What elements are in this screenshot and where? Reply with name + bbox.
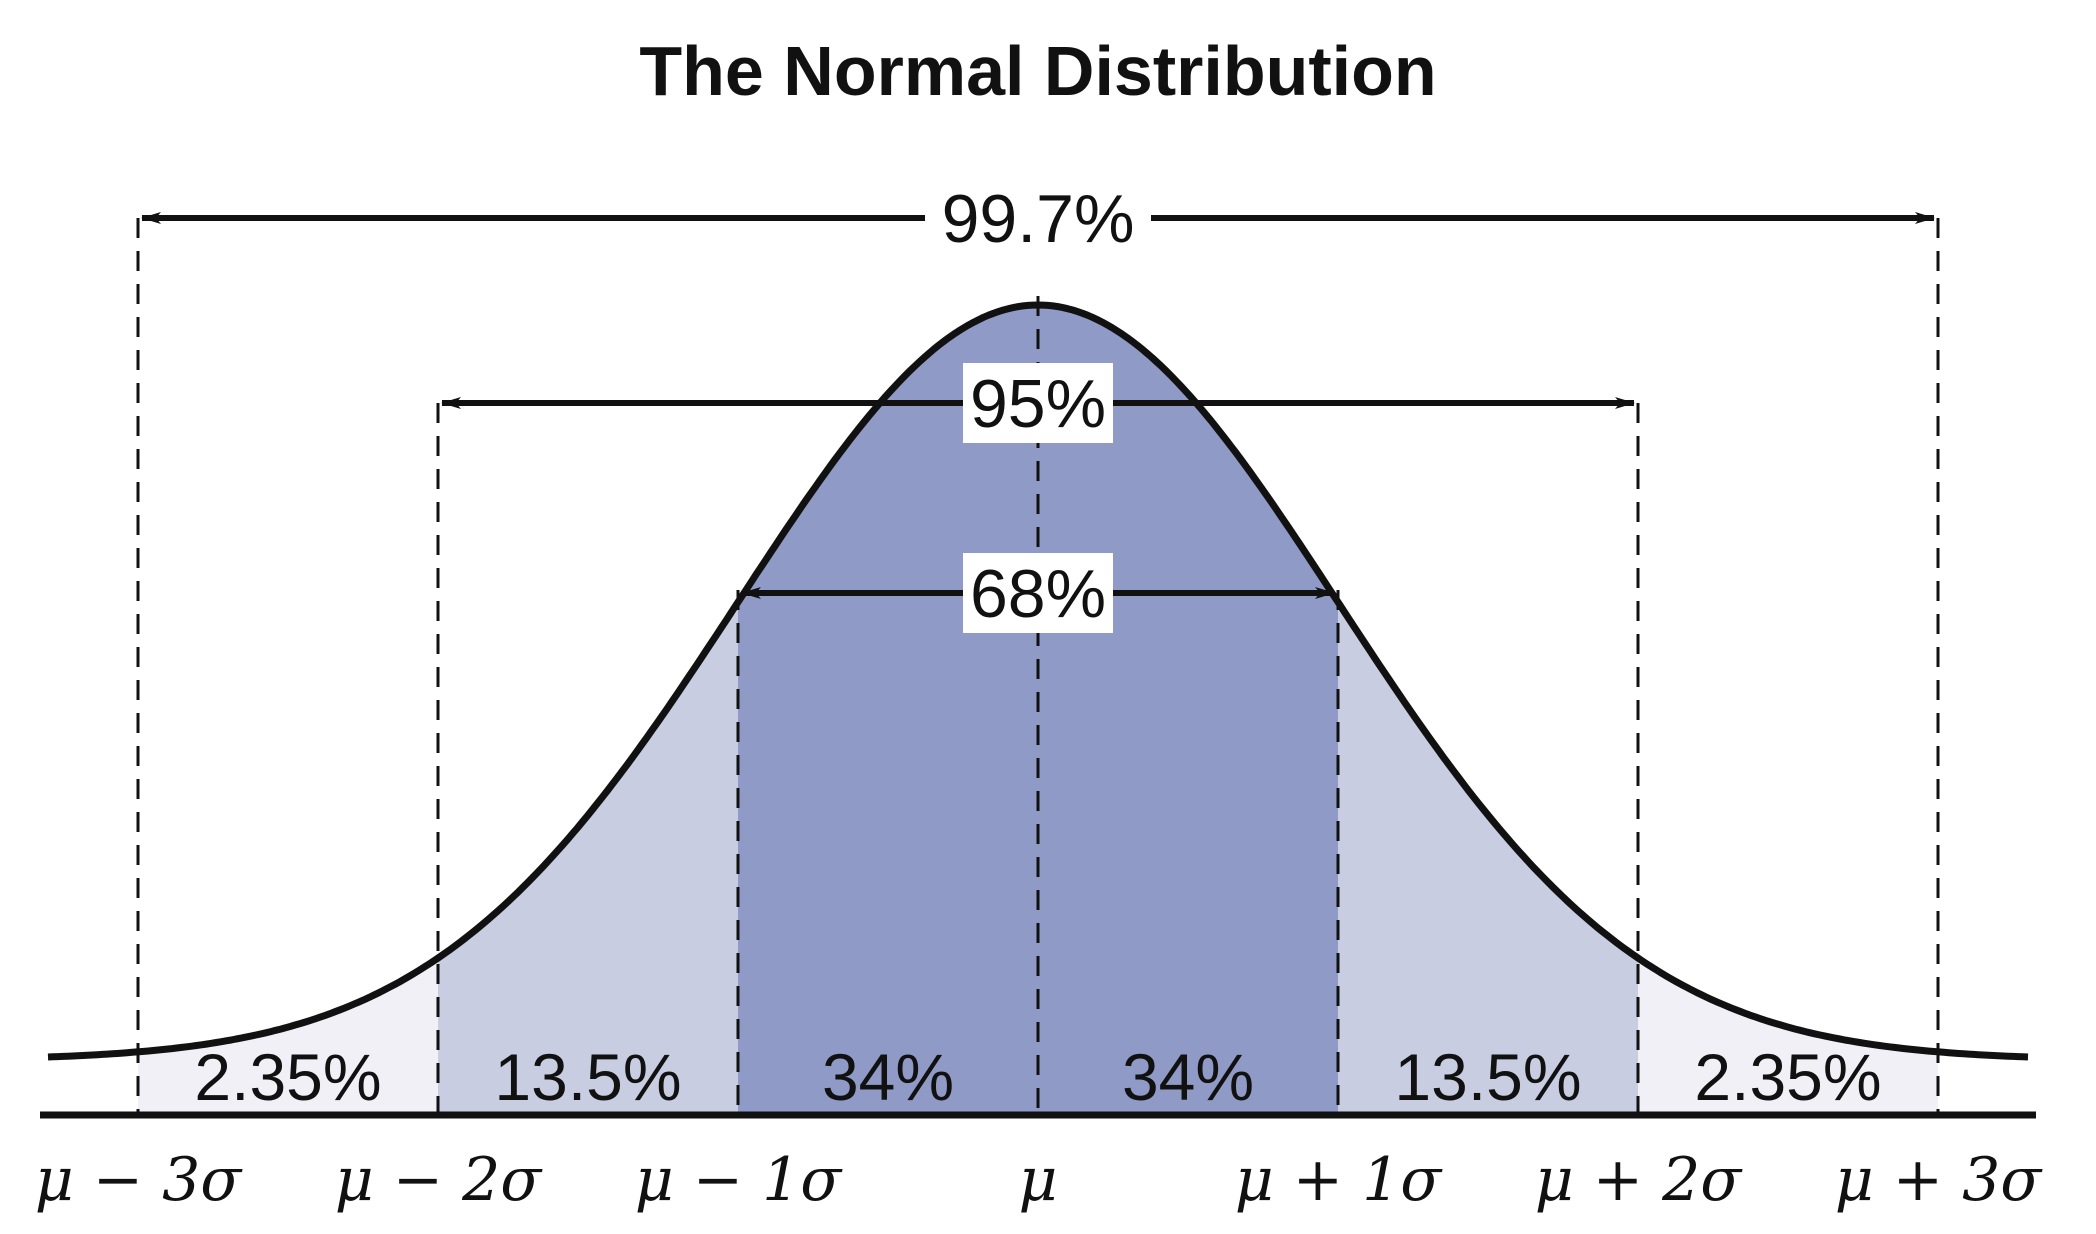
region-percent-label: 34% — [822, 1040, 954, 1114]
tick-label: μ + 2σ — [1535, 1145, 1744, 1215]
span-label: 95% — [970, 366, 1106, 442]
region-4 — [1038, 305, 1338, 1115]
tick-label: μ − 2σ — [335, 1145, 544, 1215]
region-2 — [438, 602, 738, 1115]
span-label-gap — [963, 363, 1113, 443]
chart-title: The Normal Distribution — [639, 32, 1436, 110]
span-68%: 68% — [741, 553, 1335, 633]
region-percent-label: 2.35% — [194, 1040, 381, 1114]
span-99.7%: 99.7% — [141, 178, 1935, 258]
density-curve-group — [47, 301, 2029, 1061]
tick-label: μ − 3σ — [35, 1145, 244, 1215]
region-5 — [1338, 602, 1638, 1115]
tick-label: μ − 1σ — [635, 1145, 844, 1215]
region-percent-label: 34% — [1122, 1040, 1254, 1114]
tick-label: μ + 3σ — [1835, 1145, 2044, 1215]
shaded-regions — [138, 305, 1938, 1115]
span-label: 68% — [970, 556, 1106, 632]
x-tick-labels: μ − 3σ μ − 2σ μ − 1σ μ μ + 1σ μ + 2σ μ + 3σ — [35, 1145, 2044, 1215]
region-percent-label: 13.5% — [494, 1040, 681, 1114]
density-curve — [47, 301, 2029, 1061]
region-percent-labels: 2.35% 13.5% 34% 34% 13.5% 2.35% — [194, 1040, 1881, 1114]
span-95%: 95% — [441, 363, 1635, 443]
region-1 — [138, 958, 438, 1115]
span-label-gap — [925, 178, 1151, 258]
coverage-spans: 99.7% 95% 68% — [141, 178, 1935, 633]
region-6 — [1638, 958, 1938, 1115]
region-3 — [738, 305, 1038, 1115]
tick-label: μ — [1019, 1145, 1058, 1215]
region-percent-label: 2.35% — [1694, 1040, 1881, 1114]
span-label-gap — [963, 553, 1113, 633]
span-label: 99.7% — [942, 181, 1135, 257]
region-percent-label: 13.5% — [1394, 1040, 1581, 1114]
tick-label: μ + 1σ — [1235, 1145, 1444, 1215]
